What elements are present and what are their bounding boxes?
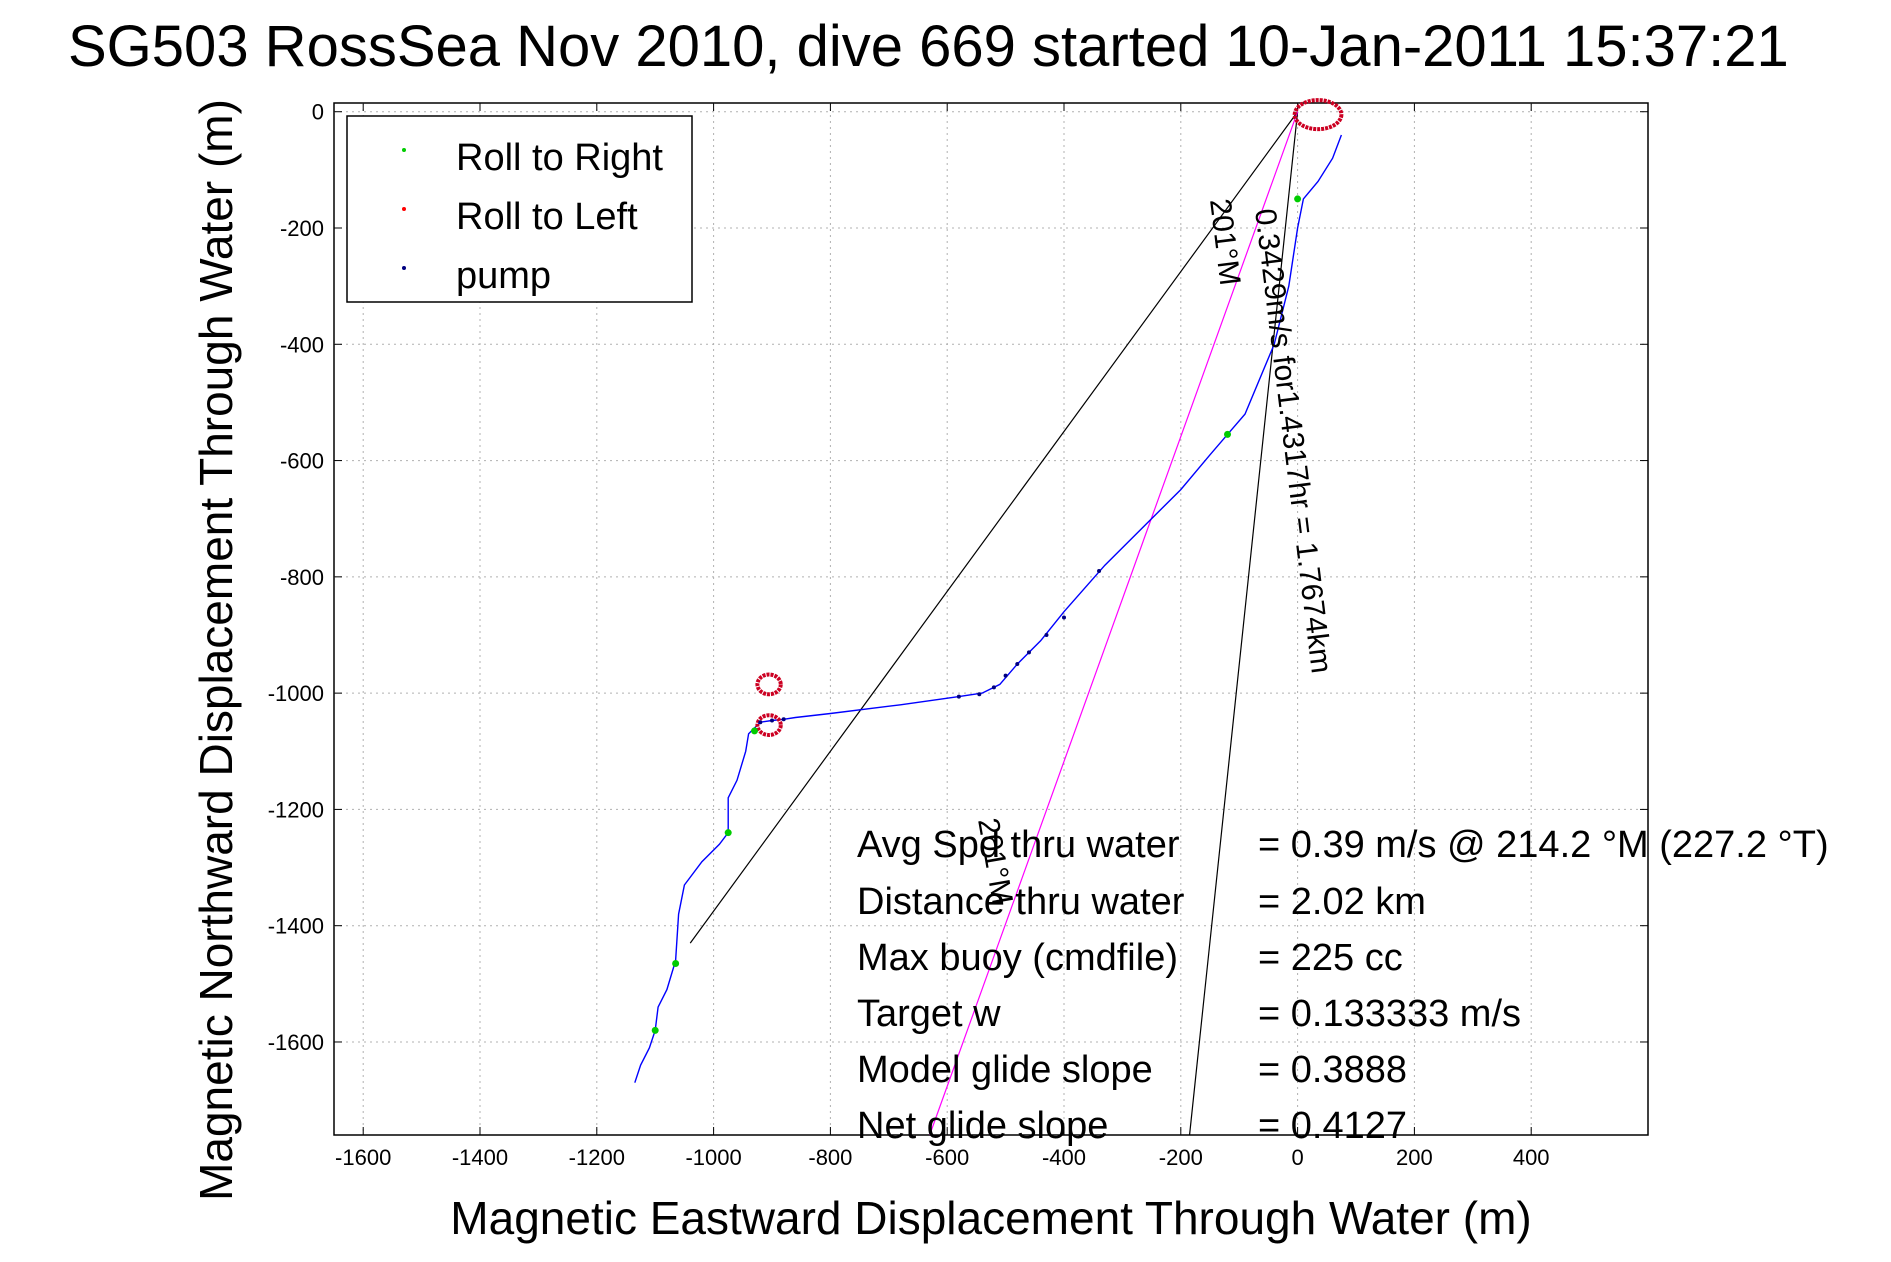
pump-point [781,717,786,722]
x-tick-label: -1000 [685,1145,741,1170]
turn-loops [755,98,1344,737]
y-ticks: 0 -200 -400 -600 -800 -1000 -1200 -1400 -1600 [268,100,1648,1055]
stat-label-max-buoy: Max buoy (cmdfile) [857,937,1178,979]
roll-right-point [1224,430,1232,438]
x-tick-label: -1600 [335,1145,391,1170]
reference-line [689,111,1299,944]
stat-value-distance: = 2.02 km [1258,881,1426,923]
legend-label-roll-right: Roll to Right [456,137,663,179]
x-tick-label: -600 [925,1145,969,1170]
roll-right-point [1294,195,1302,203]
track-line [634,134,1343,1083]
pump-point [1015,662,1020,667]
y-tick-label: -1000 [268,681,324,706]
stat-label-net-glide: Net glide slope [857,1105,1108,1147]
legend-label-roll-left: Roll to Left [456,196,638,238]
pump-point [770,718,774,723]
roll-right-point [672,959,680,967]
roll-right-point [651,1026,659,1034]
stat-label-distance: Distance thru water [857,881,1185,923]
x-ticks: -1600 -1400 -1200 -1000 -800 -600 -400 -200 0 200… [335,103,1550,1170]
stat-label-avg-speed: Avg Spd thru water [857,824,1180,866]
stat-value-model-glide: = 0.3888 [1258,1049,1407,1091]
reference-line [1188,111,1299,1136]
legend-marker-pump [402,266,406,270]
reference-line [929,111,1299,1136]
x-tick-label: -400 [1042,1145,1086,1170]
x-tick-label: 200 [1396,1145,1433,1170]
dive-stats: Avg Spd thru water = 0.39 m/s @ 214.2 °M… [857,824,1829,1147]
y-tick-label: -1200 [268,797,324,822]
roll-left-loop [755,672,783,697]
pump-point [977,692,982,697]
pump-point [991,685,996,690]
legend: Roll to Right Roll to Left pump [346,115,693,303]
pump-point [1003,673,1008,678]
stat-value-max-buoy: = 225 cc [1258,937,1403,979]
pump-point [1062,615,1066,620]
pump-point [758,720,763,725]
x-axis-label: Magnetic Eastward Displacement Through W… [450,1192,1531,1244]
y-tick-label: -400 [280,332,324,357]
pump-series [758,569,1102,725]
y-tick-label: -1400 [268,914,324,939]
pump-point [1097,569,1102,574]
pump-point [956,694,961,699]
roll-right-series [651,195,1302,1034]
stat-value-net-glide: = 0.4127 [1258,1105,1407,1147]
stat-value-target-w: = 0.133333 m/s [1258,993,1521,1035]
y-tick-label: -1600 [268,1030,324,1055]
x-tick-label: 0 [1291,1145,1303,1170]
stat-label-target-w: Target w [857,993,1001,1035]
pump-point [1044,632,1049,637]
x-tick-label: -1200 [569,1145,625,1170]
y-tick-label: 0 [312,100,324,125]
chart-title: SG503 RossSea Nov 2010, dive 669 started… [68,14,1789,79]
roll-left-loop [755,713,783,737]
y-tick-label: -800 [280,565,324,590]
y-tick-label: -200 [280,216,324,241]
pump-point [1026,650,1031,655]
reference-lines [689,111,1299,1136]
x-tick-label: -800 [808,1145,852,1170]
y-tick-label: -600 [280,449,324,474]
legend-marker-roll-left [402,207,406,211]
roll-left-loop [1292,98,1344,132]
roll-right-point [724,829,732,837]
stat-label-model-glide: Model glide slope [857,1049,1153,1091]
legend-label-pump: pump [456,255,551,297]
stat-value-avg-speed: = 0.39 m/s @ 214.2 °M (227.2 °T) [1258,824,1829,866]
x-tick-label: 400 [1513,1145,1550,1170]
y-axis-label: Magnetic Northward Displacement Through … [190,99,242,1201]
legend-marker-roll-right [402,148,406,152]
roll-right-point [750,727,758,735]
x-tick-label: -1400 [452,1145,508,1170]
track-series [634,134,1343,1083]
x-tick-label: -200 [1159,1145,1203,1170]
